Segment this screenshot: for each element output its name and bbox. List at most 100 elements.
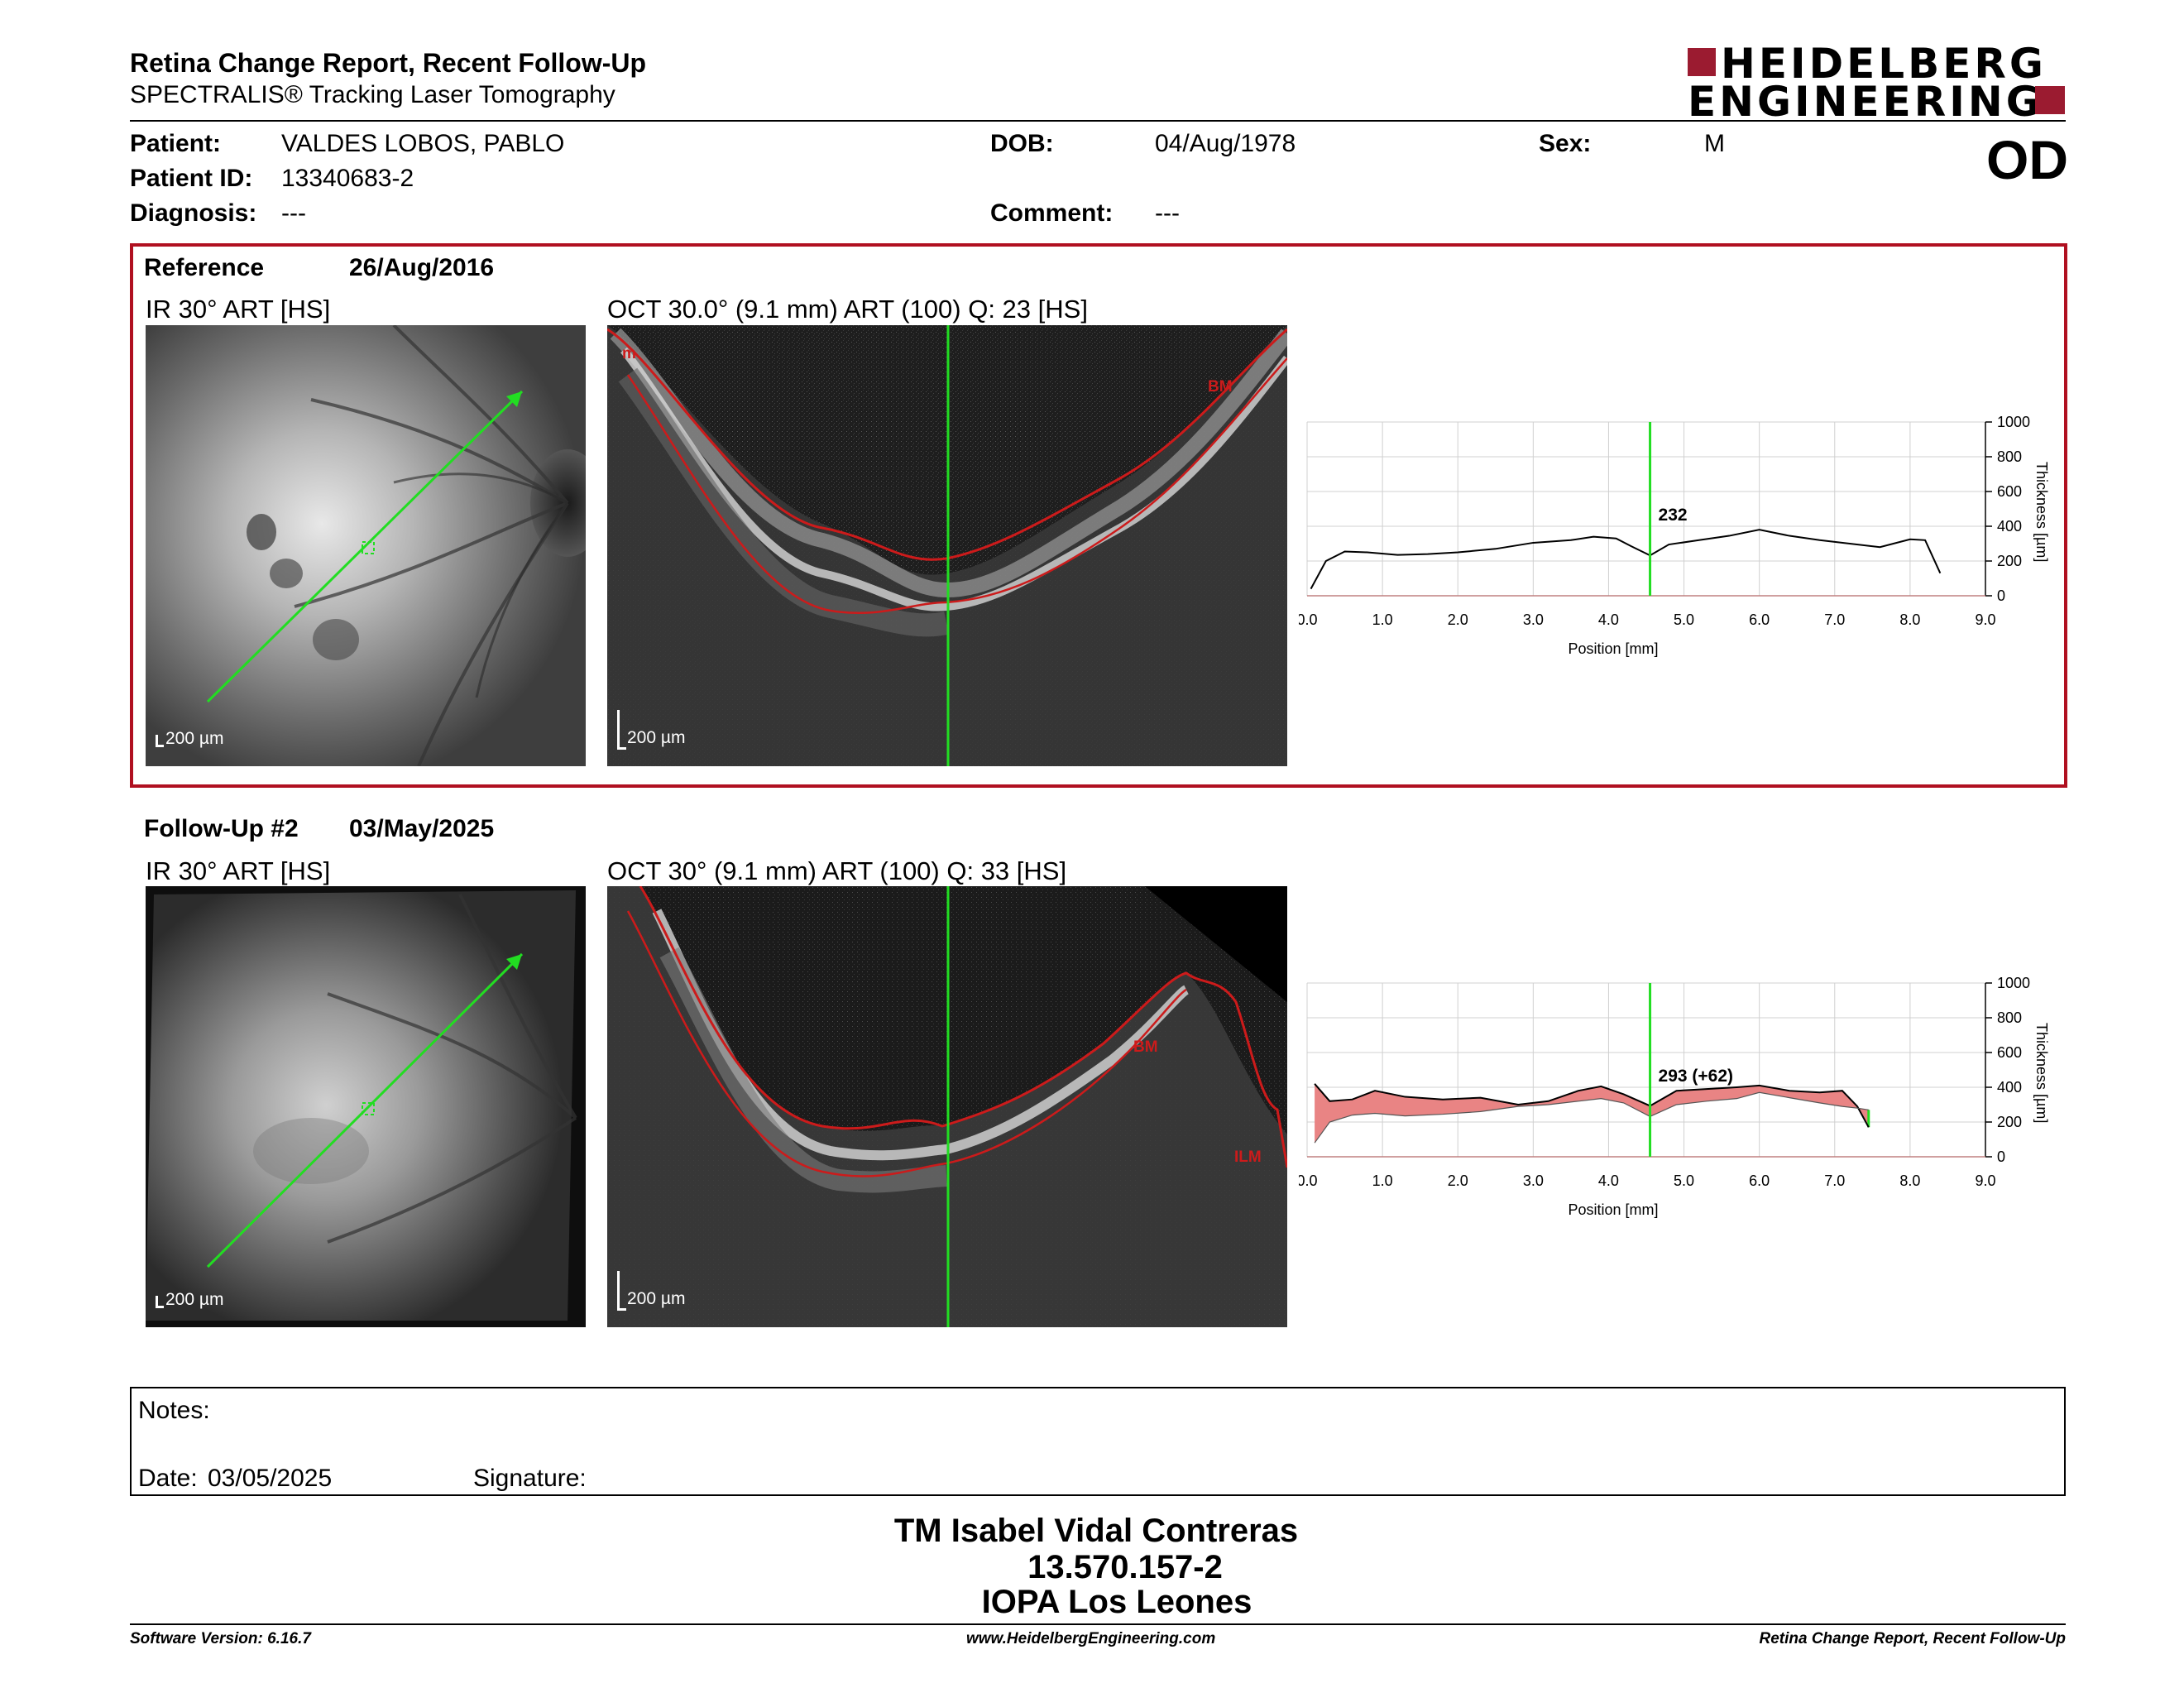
x-tick-label: 0.0	[1299, 1172, 1318, 1189]
patient-name-label: Patient:	[130, 130, 222, 157]
diagnosis-value: ---	[281, 199, 306, 227]
logo-square-bottom	[2035, 86, 2065, 114]
reference-ir-scanline	[206, 390, 524, 703]
y-tick-label: 400	[1997, 518, 2022, 535]
reference-oct-label-m: m	[622, 345, 636, 362]
y-tick-label: 200	[1997, 1114, 2022, 1130]
reference-oct-image: BM m 200 µm	[607, 325, 1287, 766]
patient-id-label: Patient ID:	[130, 165, 253, 192]
sex-label: Sex:	[1539, 130, 1592, 157]
x-tick-label: 1.0	[1372, 1172, 1393, 1189]
reference-thickness-chart: 0.0 1.0 2.0 3.0 4.0 5.0 6.0 7.0 8.0 9.0 0 200 400 600…	[1296, 414, 2085, 679]
footer-software: Software Version: 6.16.7	[130, 1630, 311, 1647]
followup-ir-scalebar	[156, 1296, 164, 1308]
x-tick-label: 5.0	[1674, 1172, 1694, 1189]
x-tick-label: 4.0	[1598, 1172, 1619, 1189]
report-title: Retina Change Report, Recent Follow-Up	[130, 48, 647, 78]
reference-oct-scale-label: 200 µm	[627, 728, 686, 747]
followup-label: Follow-Up #2	[144, 815, 299, 842]
dob-value: 04/Aug/1978	[1155, 130, 1296, 157]
x-tick-label: 3.0	[1523, 611, 1544, 628]
followup-ir-image: 200 µm	[146, 886, 586, 1327]
footer-report: Retina Change Report, Recent Follow-Up	[1759, 1630, 2066, 1647]
reference-oct-label-bm: BM	[1208, 378, 1233, 396]
followup-oct-scalebar	[617, 1271, 626, 1311]
y-tick-label: 200	[1997, 553, 2022, 569]
reference-ir-scalebar	[156, 735, 164, 747]
x-tick-label: 9.0	[1975, 611, 1995, 628]
patient-id: 13340683-2	[281, 165, 414, 192]
signer-name: TM Isabel Vidal Contreras	[893, 1513, 1299, 1549]
followup-oct-image: BM ILM 200 µm	[607, 886, 1287, 1327]
notes-label: Notes:	[138, 1397, 210, 1424]
x-axis-label: Position [mm]	[1568, 1201, 1658, 1218]
eye-indicator: OD	[1986, 129, 2068, 190]
logo-line2: ENGINEERING	[1688, 78, 2043, 126]
reference-date: 26/Aug/2016	[349, 254, 495, 281]
y-tick-label: 800	[1997, 1009, 2022, 1026]
y-tick-label: 400	[1997, 1079, 2022, 1096]
x-tick-label: 9.0	[1975, 1172, 1995, 1189]
report-subtitle: SPECTRALIS® Tracking Laser Tomography	[130, 81, 615, 108]
x-tick-label: 5.0	[1674, 611, 1694, 628]
x-tick-label: 3.0	[1523, 1172, 1544, 1189]
y-tick-label: 600	[1997, 483, 2022, 500]
followup-ir-scale-label: 200 µm	[165, 1290, 224, 1309]
logo-line1: HEIDELBERG	[1721, 40, 2047, 88]
x-tick-label: 4.0	[1598, 611, 1619, 628]
followup-oct-title: OCT 30° (9.1 mm) ART (100) Q: 33 [HS]	[607, 856, 1067, 885]
x-tick-label: 2.0	[1448, 611, 1468, 628]
x-tick-label: 8.0	[1899, 1172, 1920, 1189]
y-axis-label: Thickness [µm]	[2033, 462, 2050, 562]
x-tick-label: 7.0	[1824, 1172, 1845, 1189]
cursor-value-label: 293 (+62)	[1659, 1067, 1733, 1086]
notes-date: 03/05/2025	[208, 1465, 333, 1492]
patient-name: VALDES LOBOS, PABLO	[281, 130, 565, 157]
y-tick-label: 0	[1997, 1149, 2005, 1165]
reference-oct-title: OCT 30.0° (9.1 mm) ART (100) Q: 23 [HS]	[607, 295, 1088, 324]
sex-value: M	[1704, 130, 1725, 157]
comment-label: Comment:	[990, 199, 1114, 227]
x-tick-label: 7.0	[1824, 611, 1845, 628]
x-tick-label: 8.0	[1899, 611, 1920, 628]
x-tick-label: 6.0	[1749, 1172, 1770, 1189]
x-tick-label: 6.0	[1749, 611, 1770, 628]
diagnosis-label: Diagnosis:	[130, 199, 257, 227]
y-tick-label: 0	[1997, 587, 2005, 604]
signer-place: IOPA Los Leones	[981, 1584, 1252, 1620]
thickness-series-line	[1310, 529, 1942, 590]
y-tick-label: 1000	[1997, 975, 2030, 991]
followup-thickness-chart: 0.0 1.0 2.0 3.0 4.0 5.0 6.0 7.0 8.0 9.0 0 200 400 600…	[1296, 975, 2085, 1240]
thickness-series-line	[1314, 1083, 1870, 1128]
y-tick-label: 800	[1997, 448, 2022, 465]
x-tick-label: 1.0	[1372, 611, 1393, 628]
followup-oct-label-bm: BM	[1133, 1038, 1158, 1056]
notes-box: Notes: Date: 03/05/2025 Signature:	[130, 1387, 2066, 1496]
cursor-value-label: 232	[1659, 506, 1688, 525]
reference-label: Reference	[144, 254, 265, 281]
footer-url: www.HeidelbergEngineering.com	[966, 1630, 1216, 1647]
y-axis-label: Thickness [µm]	[2033, 1023, 2050, 1123]
followup-ir-scanline	[206, 952, 524, 1268]
logo-square-top	[1688, 48, 1716, 76]
x-tick-label: 0.0	[1299, 611, 1318, 628]
dob-label: DOB:	[990, 130, 1054, 157]
brand-logo: HEIDELBERG ENGINEERING	[1688, 40, 2068, 126]
comment-value: ---	[1155, 199, 1180, 227]
x-tick-label: 2.0	[1448, 1172, 1468, 1189]
reference-series-line	[1314, 1091, 1869, 1144]
header-divider	[130, 120, 2066, 122]
reference-oct-scalebar	[617, 710, 626, 750]
thickness-change-area	[1315, 1083, 1869, 1144]
reference-frame	[130, 243, 2067, 788]
footer-divider	[130, 1623, 2066, 1625]
followup-oct-scale-label: 200 µm	[627, 1289, 686, 1308]
followup-ir-title: IR 30° ART [HS]	[146, 856, 331, 885]
followup-date: 03/May/2025	[349, 815, 495, 842]
x-axis-label: Position [mm]	[1568, 640, 1658, 657]
y-tick-label: 1000	[1997, 414, 2030, 430]
signer-rut: 13.570.157-2	[1027, 1549, 1223, 1585]
reference-ir-image: 200 µm	[146, 325, 586, 766]
followup-oct-label-ilm: ILM	[1234, 1149, 1262, 1166]
y-tick-label: 600	[1997, 1044, 2022, 1061]
